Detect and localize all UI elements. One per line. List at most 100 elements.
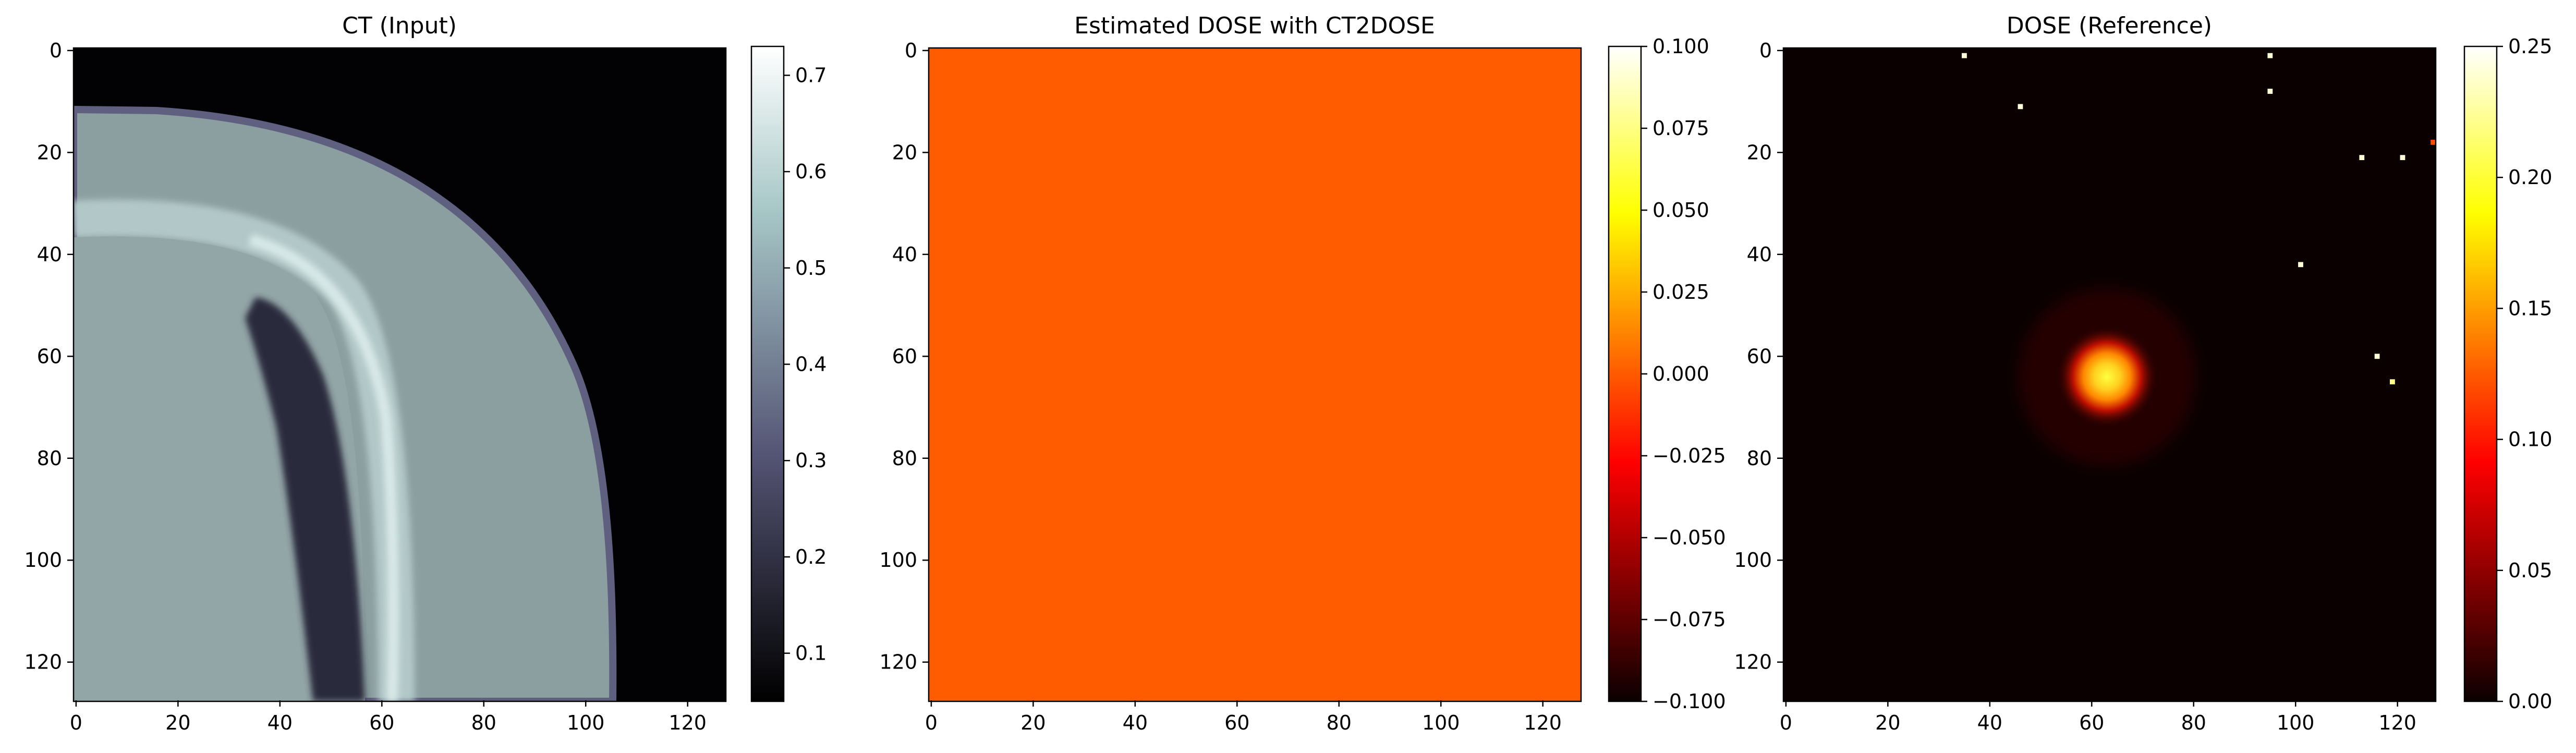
est-xtick-label: 20	[1020, 711, 1046, 734]
ct-bone-edge	[248, 234, 399, 701]
ct-ytick-label: 0	[50, 39, 62, 62]
est-colorbar: 0.100 0.075 0.050 0.025 0.000 −0.025 −0.050 −0.…	[1608, 35, 1726, 713]
ref-colorbar-tick-label: 0.00	[2508, 690, 2553, 713]
ref-dose-voxel	[2374, 354, 2380, 359]
ct-ytick-label: 20	[37, 141, 62, 164]
ct-axes-frame	[72, 47, 727, 702]
ref-dose-voxel	[2298, 262, 2303, 268]
ref-marks	[1962, 53, 2436, 466]
est-ytick-label: 40	[892, 243, 917, 266]
ref-ytick-label: 40	[1747, 243, 1772, 266]
ref-ytick-label: 100	[1734, 549, 1772, 572]
est-ytick-label: 20	[892, 141, 917, 164]
est-colorbar-tick-label: −0.100	[1652, 690, 1726, 713]
ct-xtick-label: 20	[165, 711, 190, 734]
ref-dose-voxel	[2400, 155, 2405, 161]
est-colorbar-gradient	[1608, 45, 1642, 702]
ct-ticks: 0 20 40 60 80 100 120 0 20 40 60 80 100 120	[24, 39, 706, 734]
ref-colorbar: 0.25 0.20 0.15 0.10 0.05 0.00	[2463, 35, 2553, 713]
est-colorbar-tick-label: −0.050	[1652, 526, 1726, 549]
ct-xtick-label: 120	[669, 711, 707, 734]
ct-air-cavity	[245, 297, 365, 701]
ref-ytick-label: 20	[1747, 141, 1772, 164]
ref-ytick-label: 0	[1759, 39, 1772, 62]
ref-dose-voxel	[2267, 53, 2273, 58]
ct-colorbar-tick-label: 0.2	[795, 545, 827, 568]
ct-colorbar-ticks: 0.1 0.2 0.3 0.4 0.5 0.6 0.7	[784, 64, 827, 665]
ct-xtick-label: 60	[369, 711, 394, 734]
est-ticks: 0 20 40 60 80 100 120 0 20 40 60 80 100 120	[879, 39, 1561, 734]
est-ytick-label: 0	[905, 39, 917, 62]
est-colorbar-tick-label: 0.000	[1652, 362, 1709, 385]
ref-colorbar-tick-label: 0.05	[2508, 559, 2553, 582]
ct-ytick-label: 120	[24, 651, 62, 674]
ref-xtick-label: 120	[2378, 711, 2416, 734]
est-image	[929, 48, 1581, 701]
ref-ytick-label: 60	[1747, 345, 1772, 368]
ct-colorbar-tick-label: 0.1	[795, 642, 827, 665]
ref-colorbar-tick-label: 0.20	[2508, 166, 2553, 189]
ref-dose-voxel	[2359, 155, 2365, 161]
ct-colorbar-tick-label: 0.6	[795, 160, 827, 183]
ref-dose-voxel	[2390, 379, 2395, 385]
est-xtick-label: 80	[1327, 711, 1352, 734]
ct-xtick-label: 80	[471, 711, 496, 734]
ref-colorbar-tick-label: 0.25	[2508, 35, 2553, 58]
ref-axes-frame	[1782, 47, 2437, 702]
est-colorbar-tick-label: 0.075	[1652, 117, 1709, 140]
est-xtick-label: 120	[1524, 711, 1562, 734]
ct-xtick-label: 100	[567, 711, 605, 734]
est-colorbar-tick-label: −0.025	[1652, 444, 1726, 467]
ref-colorbar-tick-label: 0.10	[2508, 428, 2553, 451]
ref-ticks: 0 20 40 60 80 100 120 0 20 40 60 80 100 120	[1734, 39, 2416, 734]
ref-colorbar-gradient	[2463, 45, 2498, 702]
est-colorbar-tick-label: 0.025	[1652, 281, 1709, 303]
est-ytick-label: 80	[892, 447, 917, 470]
est-ytick-label: 120	[879, 651, 917, 674]
est-xtick-label: 60	[1224, 711, 1249, 734]
ref-xtick-label: 40	[1977, 711, 2002, 734]
est-xtick-label: 0	[925, 711, 938, 734]
est-colorbar-tick-label: −0.075	[1652, 608, 1726, 631]
ct-colorbar: 0.1 0.2 0.3 0.4 0.5 0.6 0.7	[750, 45, 827, 702]
ref-xtick-label: 80	[2181, 711, 2206, 734]
ct-image	[74, 48, 726, 701]
est-panel: Estimated DOSE with CT2DOSE 0 20 40 60 80 100…	[879, 13, 1726, 734]
ref-dose-voxel	[2267, 89, 2273, 94]
ct-colorbar-gradient	[750, 45, 785, 702]
ct-colorbar-tick-label: 0.3	[795, 449, 827, 472]
est-colorbar-tick-label: 0.050	[1652, 199, 1709, 222]
ct-colorbar-tick-label: 0.4	[795, 353, 827, 376]
ref-panel: DOSE (Reference) 0 20 40 60 80 100 120 0 20 40 60 8…	[1734, 13, 2552, 734]
ref-xtick-label: 20	[1875, 711, 1900, 734]
ref-dose-voxel	[2018, 104, 2023, 110]
est-title: Estimated DOSE with CT2DOSE	[1074, 13, 1435, 39]
ref-colorbar-ticks: 0.25 0.20 0.15 0.10 0.05 0.00	[2497, 35, 2553, 713]
ct-ytick-label: 80	[37, 447, 62, 470]
ref-dose-voxel	[2431, 139, 2436, 145]
est-axes-frame	[928, 47, 1582, 702]
est-ytick-label: 60	[892, 345, 917, 368]
ref-title: DOSE (Reference)	[2007, 13, 2212, 39]
ref-ytick-label: 120	[1734, 651, 1772, 674]
ct-ytick-label: 60	[37, 345, 62, 368]
ct-ytick-label: 100	[24, 549, 62, 572]
ref-hotspot	[2055, 324, 2159, 429]
est-xtick-label: 40	[1123, 711, 1148, 734]
ct-xtick-label: 40	[268, 711, 293, 734]
ref-xtick-label: 100	[2277, 711, 2315, 734]
ct-colorbar-tick-label: 0.7	[795, 64, 827, 87]
ref-xtick-label: 0	[1780, 711, 1792, 734]
est-colorbar-tick-label: 0.100	[1652, 35, 1709, 58]
ct-title: CT (Input)	[342, 13, 457, 39]
est-ytick-label: 100	[879, 549, 917, 572]
est-xtick-label: 100	[1422, 711, 1460, 734]
ref-xtick-label: 60	[2079, 711, 2104, 734]
ref-image	[1783, 48, 2436, 701]
ct-ytick-label: 40	[37, 243, 62, 266]
ct-colorbar-tick-label: 0.5	[795, 257, 827, 280]
ct-panel: CT (Input) 0 20 40 60 80 100 120 0 20 40 60 80 100 12…	[24, 13, 827, 734]
est-colorbar-ticks: 0.100 0.075 0.050 0.025 0.000 −0.025 −0.050 −0.…	[1641, 35, 1726, 713]
ref-ytick-label: 80	[1747, 447, 1772, 470]
